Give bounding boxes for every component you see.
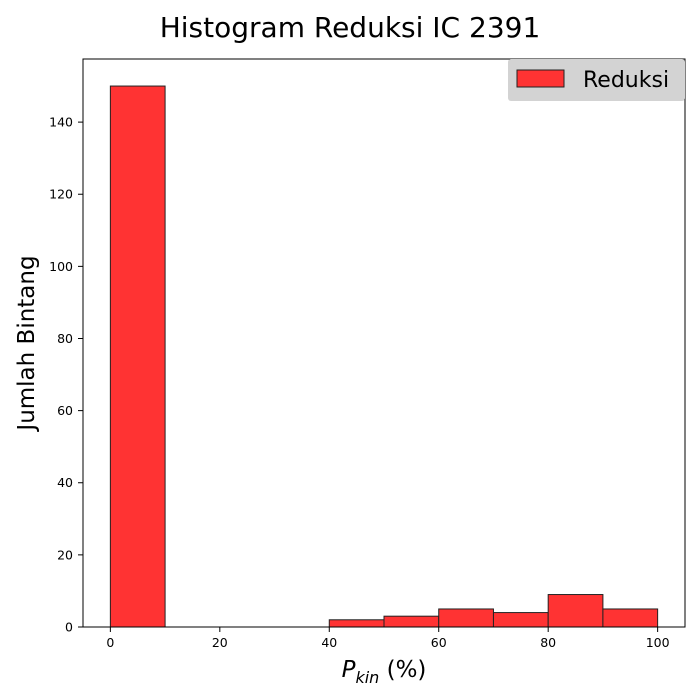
y-tick-label: 0 [65, 620, 73, 635]
x-tick-label: 80 [540, 635, 556, 650]
plot-frame [82, 58, 686, 628]
y-tick-label: 140 [49, 115, 73, 130]
bars-group [109, 85, 659, 628]
histogram-bar [438, 608, 494, 628]
histogram-bar [383, 615, 440, 628]
y-ticks: 0 20 40 60 80 100 120 140 [49, 115, 83, 635]
y-tick-label: 80 [57, 331, 73, 346]
chart-title: Histogram Reduksi IC 2391 [160, 11, 541, 44]
legend-label: Reduksi [583, 68, 669, 93]
x-axis-label-main: P [342, 657, 356, 683]
y-tick-label: 60 [57, 403, 73, 418]
y-tick-label: 20 [57, 547, 73, 562]
x-tick-label: 20 [212, 635, 228, 650]
y-tick-label: 120 [49, 187, 73, 202]
y-tick-label: 100 [49, 259, 73, 274]
legend: Reduksi [508, 59, 685, 101]
histogram-bar [602, 608, 659, 628]
x-axis-label-sub: kin [355, 668, 379, 687]
x-tick-label: 0 [106, 635, 114, 650]
histogram-bar [109, 85, 166, 628]
histogram-bar [547, 594, 604, 628]
histogram-bar [492, 612, 549, 628]
x-tick-label: 60 [431, 635, 447, 650]
x-tick-label: 100 [646, 635, 670, 650]
x-ticks: 0 20 40 60 80 100 [106, 627, 670, 650]
x-tick-label: 40 [321, 635, 337, 650]
legend-swatch [516, 69, 565, 88]
x-axis-label: Pkin (%) [342, 657, 427, 687]
y-tick-label: 40 [57, 475, 73, 490]
y-axis-label: Jumlah Bintang [14, 255, 40, 432]
x-axis-label-rest: (%) [379, 657, 426, 683]
histogram-bar [328, 619, 385, 628]
